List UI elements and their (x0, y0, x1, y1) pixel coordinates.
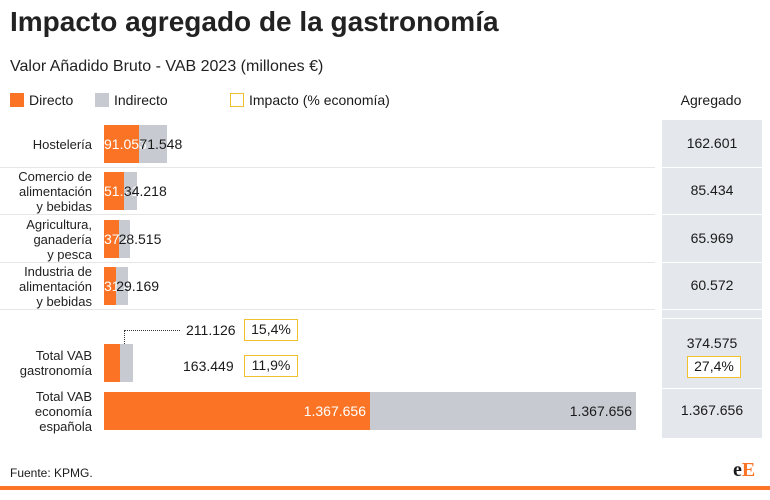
data-label-direct: 31.403 (104, 278, 147, 294)
aggregate-value: 85.434 (690, 182, 734, 198)
category-label: Industria de alimentación y bebidas (19, 263, 92, 309)
aggregate-separator (662, 388, 762, 389)
legend-swatch-direct (10, 93, 24, 107)
bar-indirect (120, 344, 134, 382)
data-label-indirect: 28.515 (118, 231, 162, 247)
aggregate-separator (662, 214, 762, 215)
logo-letter-E: E (741, 459, 756, 481)
category-label: Hostelería (32, 136, 92, 152)
aggregate-separator (662, 167, 762, 168)
category-label: Comercio de alimentación y bebidas (18, 168, 92, 214)
aggregate-value: 374.575 (686, 335, 738, 351)
bottom-accent-bar (0, 486, 770, 490)
bar-indirect (123, 172, 138, 210)
category-label: Total VAB economía española (34, 388, 92, 434)
aggregate-panel (662, 120, 762, 438)
leader-line (124, 330, 125, 344)
data-label-indirect: 1.367.656 (569, 403, 632, 419)
brand-logo: eE (733, 459, 755, 482)
legend-swatch-indirect (95, 93, 109, 107)
logo-letter-e: e (733, 459, 742, 481)
category-label: Agricultura, ganadería y pesca (26, 216, 92, 262)
bar-direct (104, 220, 119, 258)
aggregate-separator (662, 318, 762, 319)
data-label-direct: 91.053 (104, 136, 147, 152)
aggregate-value: 162.601 (686, 135, 738, 151)
data-label-direct: 211.126 (186, 322, 236, 338)
row-separator (0, 262, 655, 263)
bar-direct (104, 267, 117, 305)
aggregate-value: 65.969 (690, 230, 734, 246)
aggregate-value: 60.572 (690, 277, 734, 293)
data-label-indirect: 29.169 (116, 278, 160, 294)
data-label-indirect: 163.449 (183, 358, 234, 374)
bar-indirect (139, 125, 168, 163)
impact-box-aggregate: 27,4% (687, 356, 741, 378)
data-label-indirect: 34.218 (123, 183, 167, 199)
legend-item-impact: Impacto (% economía) (230, 92, 390, 108)
bar-direct (104, 125, 140, 163)
category-label: Total VAB gastronomía (19, 348, 92, 378)
legend-label-impact: Impacto (% economía) (249, 92, 390, 108)
aggregate-separator (662, 309, 762, 310)
aggregate-value: 1.367.656 (680, 402, 744, 418)
data-label-indirect: 71.548 (139, 136, 183, 152)
data-label-direct: 1.367.656 (303, 403, 366, 419)
leader-line (124, 330, 180, 331)
bar-direct (104, 344, 121, 382)
data-label-direct: 37.454 (104, 231, 147, 247)
aggregate-separator (662, 262, 762, 263)
legend-item-indirect: Indirecto (95, 92, 168, 108)
legend-swatch-impact (230, 93, 244, 107)
legend-label-indirect: Indirecto (114, 92, 168, 108)
chart-subtitle: Valor Añadido Bruto - VAB 2023 (millones… (10, 58, 324, 75)
legend-item-direct: Directo (10, 92, 73, 108)
row-separator (0, 167, 655, 168)
bar-indirect (116, 267, 128, 305)
chart-title: Impacto agregado de la gastronomía (10, 6, 499, 37)
row-separator (0, 309, 655, 310)
legend-label-direct: Directo (29, 92, 74, 108)
bar-direct (104, 172, 124, 210)
impact-box-direct: 15,4% (244, 319, 298, 341)
aggregate-column-header: Agregado (680, 92, 742, 108)
row-separator (0, 214, 655, 215)
source-note: Fuente: KPMG. (10, 466, 93, 480)
bar-direct (104, 392, 370, 430)
data-label-direct: 51.216 (104, 183, 147, 199)
bar-indirect (118, 220, 130, 258)
impact-box-indirect: 11,9% (244, 355, 298, 377)
bar-indirect (370, 392, 636, 430)
